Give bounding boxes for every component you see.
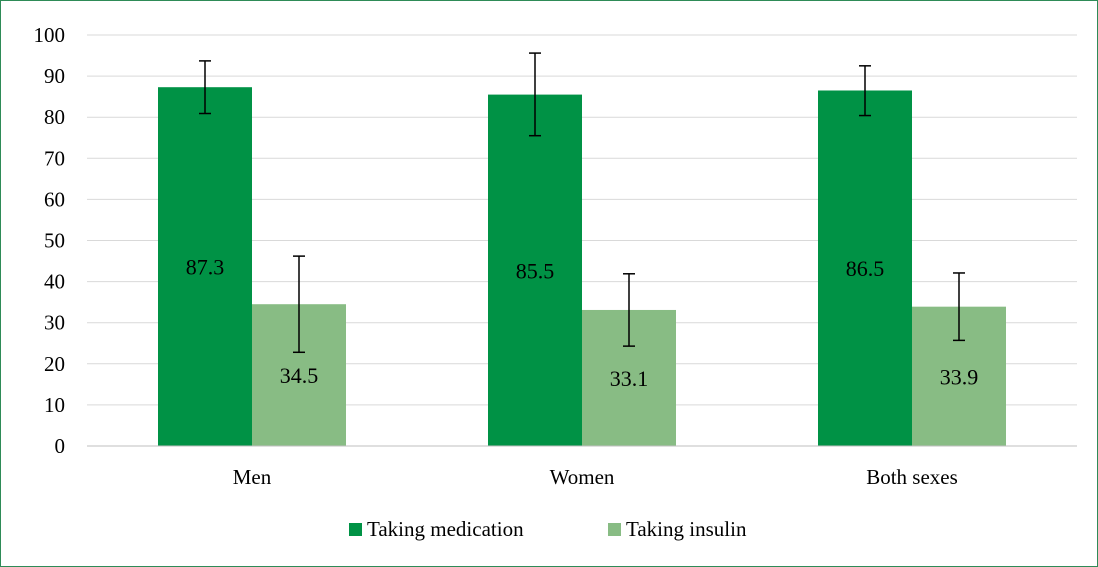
y-tick-label: 10 [44,393,65,417]
y-tick-label: 0 [55,434,66,458]
error-bars [199,52,965,354]
y-tick-label: 40 [44,270,65,294]
bar-medication [488,94,582,446]
data-labels: 87.3 34.5 85.5 33.1 86.5 33.9 [186,255,979,391]
legend-swatch [608,523,621,536]
data-label: 34.5 [280,363,319,388]
y-tick-label: 70 [44,146,65,170]
bars [158,87,1006,447]
y-axis: 0 10 20 30 40 50 60 70 80 90 100 [34,23,66,458]
data-label: 33.1 [610,366,649,391]
y-tick-label: 90 [44,64,65,88]
legend-label: Taking insulin [626,517,747,541]
y-tick-label: 100 [34,23,66,47]
y-tick-label: 80 [44,105,65,129]
x-tick-label: Both sexes [866,465,958,489]
x-tick-label: Men [233,465,272,489]
x-axis: Men Women Both sexes [87,445,1077,489]
bar-medication [818,90,912,447]
data-label: 87.3 [186,255,225,280]
legend-label: Taking medication [367,517,524,541]
x-tick-label: Women [550,465,615,489]
y-tick-label: 20 [44,352,65,376]
bar-medication [158,87,252,447]
data-label: 86.5 [846,256,885,281]
legend-swatch [349,523,362,536]
legend: Taking medication Taking insulin [349,517,747,541]
y-tick-label: 60 [44,187,65,211]
y-tick-label: 50 [44,229,65,253]
y-tick-label: 30 [44,311,65,335]
data-label: 85.5 [516,258,555,283]
data-label: 33.9 [940,364,979,389]
